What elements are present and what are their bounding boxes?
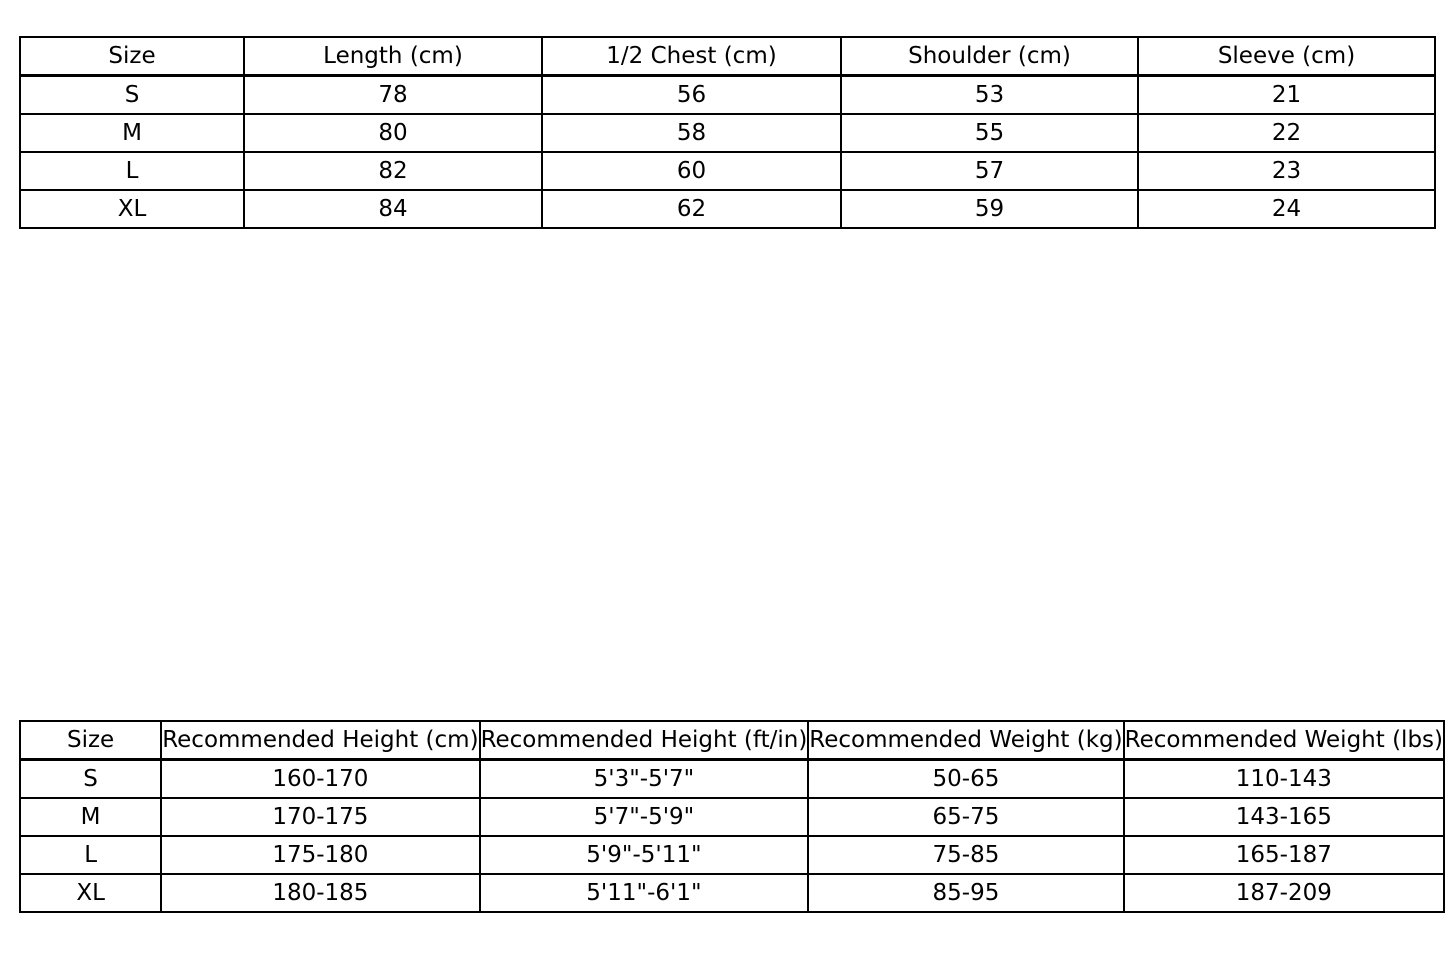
cell-size: XL	[18, 873, 163, 913]
table-row: L 175-180 5'9"-5'11" 75-85 165-187	[18, 835, 1445, 875]
cell-weight-lbs: 165-187	[1122, 835, 1445, 875]
table-row: L 82 60 57 23	[19, 151, 1436, 191]
cell-half-chest: 62	[541, 189, 842, 229]
table-row: XL 84 62 59 24	[19, 189, 1436, 229]
cell-sleeve: 22	[1137, 113, 1436, 153]
cell-size: M	[19, 113, 245, 153]
cell-height-cm: 170-175	[160, 797, 481, 837]
table-row: XL 180-185 5'11"-6'1" 85-95 187-209	[18, 873, 1445, 913]
column-header-recommended-height-ftin: Recommended Height (ft/in)	[478, 720, 810, 761]
column-header-size: Size	[18, 720, 163, 761]
cell-sleeve: 21	[1137, 74, 1436, 115]
table-row: S 160-170 5'3"-5'7" 50-65 110-143	[18, 758, 1445, 799]
cell-size: L	[19, 151, 245, 191]
table-row: M 80 58 55 22	[19, 113, 1436, 153]
table-body: S 78 56 53 21 M 80 58 55 22 L 82 60 57 2…	[19, 74, 1436, 229]
cell-height-cm: 175-180	[160, 835, 481, 875]
column-header-recommended-weight-lbs-text: Recommended Weight (lbs)	[1124, 727, 1443, 753]
cell-shoulder: 53	[840, 74, 1139, 115]
cell-size: S	[19, 74, 245, 115]
cell-shoulder: 55	[840, 113, 1139, 153]
cell-sleeve: 23	[1137, 151, 1436, 191]
cell-weight-kg: 75-85	[807, 835, 1125, 875]
header-row: Size Recommended Height (cm) Recommended…	[18, 720, 1445, 761]
cell-weight-lbs: 110-143	[1122, 758, 1445, 799]
column-header-size: Size	[19, 36, 245, 77]
column-header-recommended-weight-kg-text: Recommended Weight (kg)	[809, 727, 1123, 753]
cell-weight-lbs: 187-209	[1122, 873, 1445, 913]
cell-weight-kg: 85-95	[807, 873, 1125, 913]
column-header-recommended-height-cm-text: Recommended Height (cm)	[162, 727, 479, 753]
column-header-length: Length (cm)	[243, 36, 543, 77]
cell-height-cm: 160-170	[160, 758, 481, 799]
cell-height-ftin: 5'11"-6'1"	[478, 873, 810, 913]
column-header-recommended-height-ftin-text: Recommended Height (ft/in)	[480, 727, 808, 753]
table-row: S 78 56 53 21	[19, 74, 1436, 115]
column-header-size-text: Size	[66, 727, 115, 753]
cell-weight-kg: 65-75	[807, 797, 1125, 837]
cell-shoulder: 59	[840, 189, 1139, 229]
garment-measurements-table: Size Length (cm) 1/2 Chest (cm) Shoulder…	[19, 36, 1436, 229]
table-header: Size Length (cm) 1/2 Chest (cm) Shoulder…	[19, 36, 1436, 77]
recommended-fit-table: Size Recommended Height (cm) Recommended…	[18, 720, 1445, 913]
column-header-sleeve: Sleeve (cm)	[1137, 36, 1436, 77]
cell-half-chest: 56	[541, 74, 842, 115]
cell-size: L	[18, 835, 163, 875]
header-row: Size Length (cm) 1/2 Chest (cm) Shoulder…	[19, 36, 1436, 77]
cell-height-ftin: 5'9"-5'11"	[478, 835, 810, 875]
table-body: S 160-170 5'3"-5'7" 50-65 110-143 M 170-…	[18, 758, 1445, 913]
cell-size: M	[18, 797, 163, 837]
cell-half-chest: 58	[541, 113, 842, 153]
cell-weight-kg: 50-65	[807, 758, 1125, 799]
cell-height-cm: 180-185	[160, 873, 481, 913]
cell-sleeve: 24	[1137, 189, 1436, 229]
cell-length: 80	[243, 113, 543, 153]
cell-length: 84	[243, 189, 543, 229]
column-header-half-chest: 1/2 Chest (cm)	[541, 36, 842, 77]
cell-weight-lbs: 143-165	[1122, 797, 1445, 837]
cell-shoulder: 57	[840, 151, 1139, 191]
cell-height-ftin: 5'7"-5'9"	[478, 797, 810, 837]
cell-length: 78	[243, 74, 543, 115]
column-header-recommended-weight-kg: Recommended Weight (kg)	[807, 720, 1125, 761]
table-row: M 170-175 5'7"-5'9" 65-75 143-165	[18, 797, 1445, 837]
cell-height-ftin: 5'3"-5'7"	[478, 758, 810, 799]
table-header: Size Recommended Height (cm) Recommended…	[18, 720, 1445, 761]
column-header-shoulder: Shoulder (cm)	[840, 36, 1139, 77]
cell-size: S	[18, 758, 163, 799]
cell-size: XL	[19, 189, 245, 229]
column-header-recommended-height-cm: Recommended Height (cm)	[160, 720, 481, 761]
cell-half-chest: 60	[541, 151, 842, 191]
cell-length: 82	[243, 151, 543, 191]
column-header-recommended-weight-lbs: Recommended Weight (lbs)	[1122, 720, 1445, 761]
